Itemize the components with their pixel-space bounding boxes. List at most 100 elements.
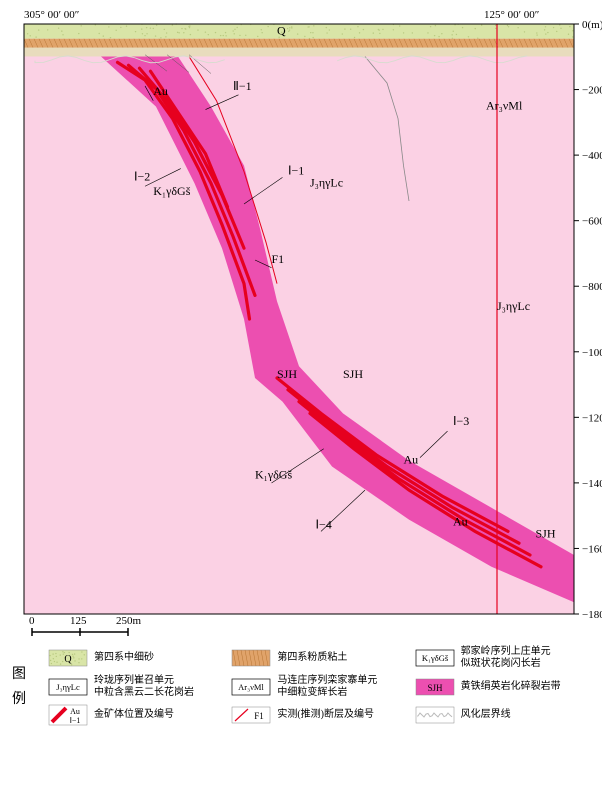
anno-Q_top: Q [277, 24, 286, 38]
depth-label: −400 [582, 150, 602, 162]
anno-SJH3: SJH [536, 526, 556, 540]
dot [430, 26, 431, 27]
dot [267, 26, 268, 27]
anno-I-3: Ⅰ−3 [453, 414, 469, 428]
anno-Au2: Au [404, 453, 419, 467]
dot [232, 30, 233, 31]
dot [38, 29, 39, 30]
depth-label: −600 [582, 216, 602, 228]
anno-I-1: Ⅰ−1 [288, 163, 304, 177]
heading-right: 125° 00′ 00″ [484, 9, 539, 21]
dot [553, 27, 554, 28]
dot [261, 32, 262, 33]
svg-text:F1: F1 [255, 711, 265, 721]
dot [27, 33, 28, 34]
dot [178, 32, 179, 33]
legend-swatch-svg: AuⅠ−1 [48, 704, 88, 726]
depth-label: −1400 [582, 478, 602, 490]
dot [103, 35, 104, 36]
svg-text:K₁γδGš: K₁γδGš [422, 653, 449, 663]
dot [308, 26, 309, 27]
dot [61, 30, 62, 31]
mix-layer [24, 48, 574, 57]
anno-SJH1: SJH [277, 367, 297, 381]
legend-swatch-svg: SJH [415, 676, 455, 698]
dot [215, 32, 216, 33]
dot [357, 26, 358, 27]
legend-text: 黄铁绢英岩化碎裂岩带 [461, 681, 561, 693]
legend-title-1: 图 [12, 662, 26, 687]
dot [141, 28, 142, 29]
dot [236, 27, 237, 28]
dot [150, 27, 151, 28]
legend-swatch-svg: J₃ηγLc [48, 676, 88, 698]
dot [329, 29, 330, 30]
dot [245, 35, 246, 36]
dot [477, 38, 478, 39]
svg-text:SJH: SJH [427, 683, 443, 693]
dot [456, 34, 457, 35]
dot [172, 24, 173, 25]
legend-item-q-sand: Q第四系中细砂 [48, 646, 223, 669]
dot [359, 32, 360, 33]
dot [197, 29, 198, 30]
dot [225, 35, 226, 36]
dot [379, 33, 380, 34]
dot [572, 36, 573, 37]
legend-item-f1_leg: F1 实测(推测)断层及编号 [231, 704, 406, 726]
dot [62, 34, 63, 35]
legend: 图 例 Q第四系中细砂第四系粉质粘土K₁γδGš郭家岭序列上庄单元似斑状花岗闪长… [0, 638, 602, 738]
silt-layer [24, 39, 574, 48]
depth-label: 0(m) [582, 19, 602, 31]
scale-0: 0 [29, 615, 35, 627]
svg-text:Ⅰ−1: Ⅰ−1 [70, 716, 81, 725]
dot [135, 31, 136, 32]
dot [177, 32, 178, 33]
dot [188, 26, 189, 27]
dot [234, 33, 235, 34]
depth-label: −1800 [582, 609, 602, 621]
depth-label: −200 [582, 85, 602, 97]
dot [313, 25, 314, 26]
dot [547, 32, 548, 33]
anno-K1dGs2: K₁γδGš [255, 467, 292, 481]
dot [160, 37, 161, 38]
dot [393, 29, 394, 30]
dot [108, 26, 109, 27]
dot [508, 26, 509, 27]
dot [453, 31, 454, 32]
figure: 0(m)−200−400−600−800−1000−1200−1400−1600… [0, 0, 602, 738]
dot [451, 34, 452, 35]
dot [545, 26, 546, 27]
dot [165, 36, 166, 37]
legend-swatch-svg [231, 647, 271, 669]
legend-swatch-svg: K₁γδGš [415, 647, 455, 669]
legend-item-ar3: Ar₃νMl马连庄序列栾家寨单元中细粒变辉长岩 [231, 675, 406, 698]
dot [291, 27, 292, 28]
legend-text: 郭家岭序列上庄单元似斑状花岗闪长岩 [461, 646, 551, 669]
legend-item-silt: 第四系粉质粘土 [231, 646, 406, 669]
legend-text: 实测(推测)断层及编号 [277, 709, 374, 721]
anno-Au3: Au [453, 515, 468, 529]
legend-text: 金矿体位置及编号 [94, 709, 174, 721]
dot [181, 28, 182, 29]
dot [146, 33, 147, 34]
dot [126, 25, 127, 26]
dot [304, 36, 305, 37]
dot [435, 25, 436, 26]
legend-text: 第四系中细砂 [94, 652, 154, 664]
dot [312, 37, 313, 38]
anno-Ar3vMl: Ar₃νMl [486, 99, 523, 113]
anno-II-1: Ⅱ−1 [233, 79, 252, 93]
legend-text: 风化层界线 [461, 709, 511, 721]
dot [441, 33, 442, 34]
legend-text: 马连庄序列栾家寨单元中细粒变辉长岩 [277, 675, 377, 698]
dot [234, 29, 235, 30]
dot [190, 34, 191, 35]
depth-label: −800 [582, 281, 602, 293]
plot-svg: 0(m)−200−400−600−800−1000−1200−1400−1600… [0, 0, 602, 638]
dot [507, 25, 508, 26]
dot [536, 32, 537, 33]
dot [363, 29, 364, 30]
dot [78, 33, 79, 34]
